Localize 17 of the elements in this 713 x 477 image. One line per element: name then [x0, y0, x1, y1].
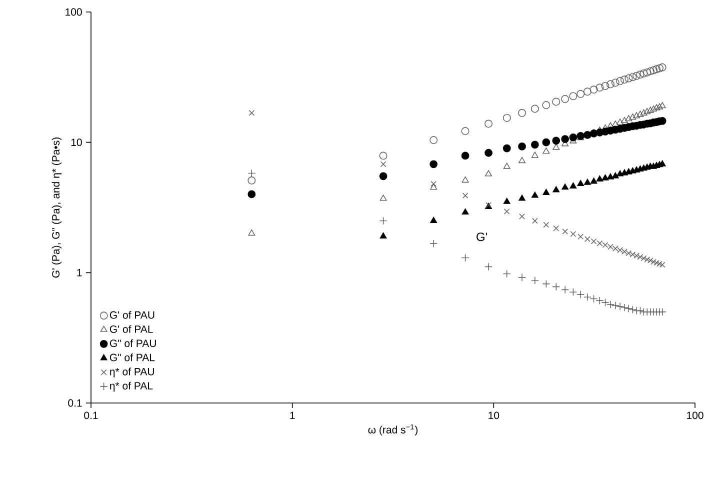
annotation: G' — [476, 232, 487, 242]
y-tick-label: 10 — [71, 138, 82, 146]
x-tick-label: 0.1 — [84, 412, 98, 420]
y-tick-label: 1 — [77, 269, 82, 276]
legend-label: G' of PAL — [110, 325, 153, 333]
legend-label: G" of PAU — [110, 339, 156, 348]
legend-label: η* of PAL — [110, 382, 153, 392]
legend-label: G' of PAU — [110, 311, 154, 319]
legend-label: G" of PAL — [110, 354, 155, 362]
y-tick-label: 0.1 — [68, 399, 82, 407]
legend-label: η* of PAU — [110, 368, 154, 378]
x-tick-label: 100 — [687, 412, 704, 420]
x-tick-label: 1 — [290, 412, 295, 419]
x-axis-title: ω (rad s$^{−1}$) — [368, 424, 418, 436]
x-tick-label: 10 — [488, 412, 500, 420]
y-axis-title: G' (Pa), G" (Pa), and η* (Pa•s) — [52, 138, 62, 278]
y-tick-label: 100 — [66, 8, 82, 16]
